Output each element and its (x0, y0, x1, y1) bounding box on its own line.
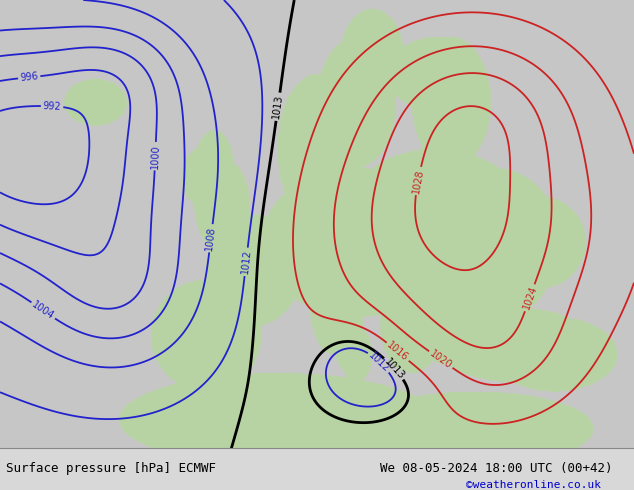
Text: Surface pressure [hPa] ECMWF: Surface pressure [hPa] ECMWF (6, 463, 216, 475)
Text: 996: 996 (20, 72, 39, 83)
Text: 1013: 1013 (271, 94, 285, 120)
Text: We 08-05-2024 18:00 UTC (00+42): We 08-05-2024 18:00 UTC (00+42) (380, 463, 613, 475)
Text: 1004: 1004 (30, 299, 56, 321)
Text: 1013: 1013 (382, 356, 406, 381)
Text: ©weatheronline.co.uk: ©weatheronline.co.uk (466, 480, 601, 490)
Text: 992: 992 (42, 101, 61, 112)
Text: 1016: 1016 (385, 340, 410, 364)
Text: 1012: 1012 (240, 249, 252, 274)
Text: 1008: 1008 (205, 225, 217, 251)
Text: 1012: 1012 (367, 350, 392, 374)
Text: 1028: 1028 (411, 168, 425, 194)
Text: 1024: 1024 (521, 285, 539, 311)
Text: 1020: 1020 (428, 348, 454, 371)
Text: 1000: 1000 (150, 144, 161, 169)
